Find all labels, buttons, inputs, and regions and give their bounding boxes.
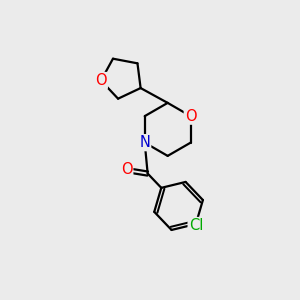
Text: Cl: Cl	[189, 218, 203, 233]
Text: O: O	[185, 109, 197, 124]
Text: O: O	[121, 162, 132, 177]
Text: N: N	[139, 135, 150, 150]
Text: O: O	[95, 73, 107, 88]
